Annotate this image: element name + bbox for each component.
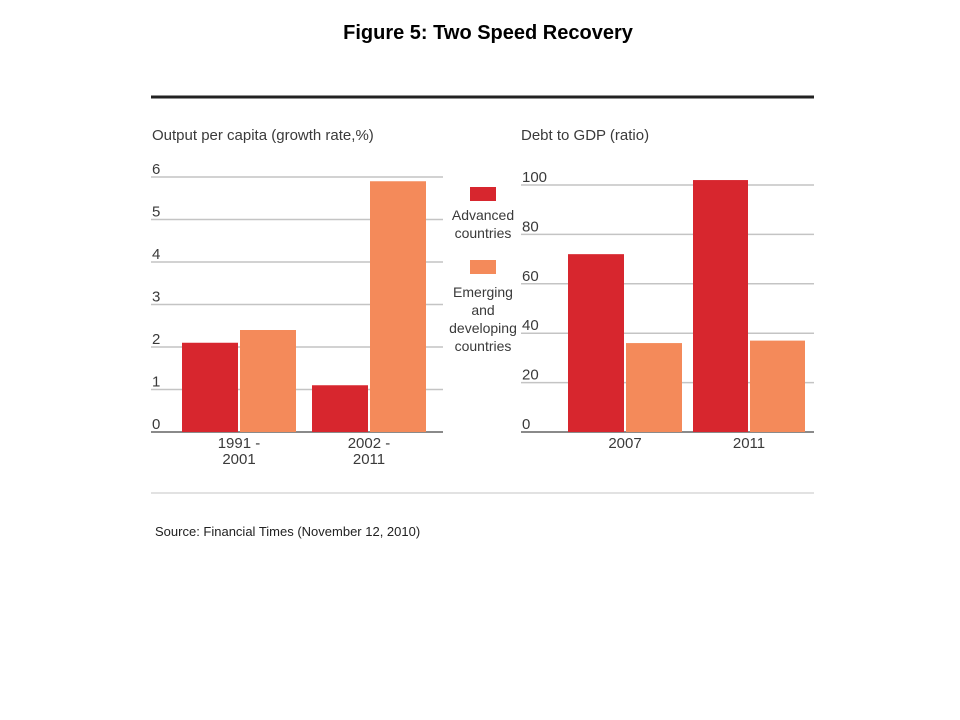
bar	[750, 340, 805, 432]
legend-label: Advanced	[452, 207, 514, 223]
chart-panel-1: Output per capita (growth rate,%) 0 1 2 3 4 5 6…	[151, 127, 443, 468]
y-tick-label: 1	[152, 374, 160, 391]
legend-swatch	[470, 260, 496, 274]
category-label: 2002 -	[348, 435, 391, 452]
category-label: 1991 -	[218, 435, 261, 452]
legend-label: countries	[455, 338, 512, 354]
y-tick-label: 6	[152, 161, 160, 178]
category-label: 2007	[608, 435, 641, 452]
y-tick-label: 3	[152, 289, 160, 306]
y-tick-label: 0	[522, 416, 530, 433]
legend-label: and	[471, 302, 494, 318]
source-note: Source: Financial Times (November 12, 20…	[155, 524, 421, 539]
y-tick-label: 100	[522, 169, 547, 186]
chart-panel-2: Debt to GDP (ratio) 0 20 40 60 80 100 2007 2011	[521, 127, 814, 452]
legend-swatch	[470, 187, 496, 201]
y-tick-label: 5	[152, 204, 160, 221]
legend-label: countries	[455, 225, 512, 241]
panel-title: Debt to GDP (ratio)	[521, 127, 649, 144]
bar	[626, 343, 682, 432]
y-tick-label: 60	[522, 268, 539, 285]
bar	[370, 181, 426, 432]
legend-item: Advanced countries	[452, 187, 514, 241]
y-tick-label: 40	[522, 317, 539, 334]
bar	[240, 330, 296, 432]
legend-label: Emerging	[453, 284, 513, 300]
bar	[182, 342, 238, 432]
bar	[693, 180, 748, 432]
category-label: 2001	[222, 451, 255, 468]
y-tick-label: 20	[522, 367, 539, 384]
legend-label: developing	[449, 320, 517, 336]
y-tick-label: 0	[152, 416, 160, 433]
panel-title: Output per capita (growth rate,%)	[152, 127, 374, 144]
figure-title: Figure 5: Two Speed Recovery	[343, 22, 633, 44]
y-tick-label: 80	[522, 218, 539, 235]
y-tick-label: 4	[152, 246, 160, 263]
bar	[312, 385, 368, 432]
legend-item: Emerging and developing countries	[449, 260, 517, 354]
bar	[568, 254, 624, 432]
category-label: 2011	[353, 451, 385, 468]
y-tick-label: 2	[152, 331, 160, 348]
category-label: 2011	[733, 435, 765, 452]
